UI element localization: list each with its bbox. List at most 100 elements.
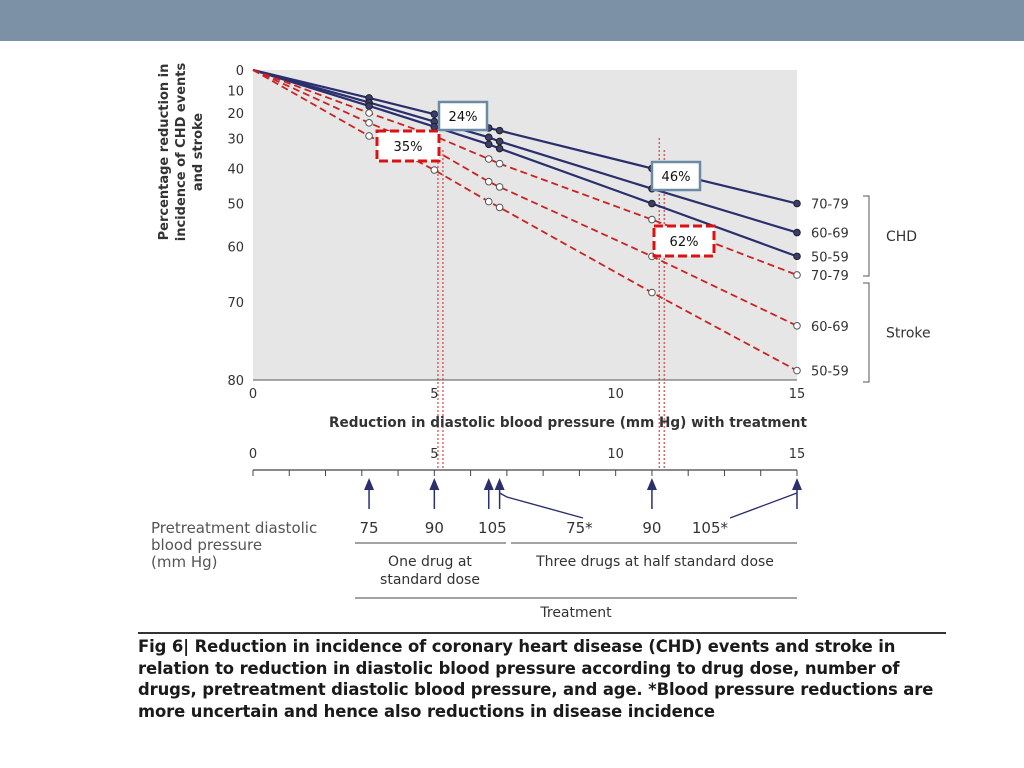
group1-label: One drug at [388, 554, 472, 570]
bp-arrow [646, 478, 657, 509]
callout-box-3 [652, 224, 716, 258]
connector-105star [729, 492, 798, 519]
series-end-label-stroke-70-79: 70-79 [811, 269, 849, 284]
caption-rule [138, 632, 946, 634]
markers-layer [365, 94, 801, 375]
y-tick-label: 30 [227, 133, 244, 148]
bp-arrow-head [483, 478, 494, 490]
chd-bracket [863, 195, 870, 277]
pretreatment-label-line: Pretreatment diastolic [151, 519, 317, 537]
pretreatment-value: 90 [642, 519, 661, 537]
data-point-chd-70-79-2 [430, 110, 439, 118]
data-point-stroke-50-59-6 [793, 366, 801, 375]
labels-layer: 70-79 60-69 50-59 70-79 60-69 50-59 CHD Stroke [811, 195, 931, 383]
figure-label: Fig 6| [138, 637, 190, 656]
connector-75star [499, 492, 584, 519]
x-axis-title: Reduction in diastolic blood pressure (m… [329, 415, 807, 431]
data-point-chd-50-59-5 [648, 199, 656, 208]
y-tick-label: 0 [236, 64, 244, 79]
y-axis-title-line: Percentage reduction in [157, 64, 172, 241]
pretreatment-value: 105* [692, 519, 729, 537]
data-point-stroke-50-59-5 [648, 288, 656, 297]
data-point-stroke-70-79-3 [484, 155, 493, 163]
data-point-stroke-50-59-3 [484, 197, 493, 206]
data-point-stroke-50-59-1 [365, 132, 373, 140]
y-tick-label: 60 [227, 240, 244, 255]
figure-caption: Fig 6| Reduction in incidence of coronar… [138, 636, 948, 722]
chd-group-label: CHD [886, 229, 917, 245]
series-end-label-chd-60-69: 60-69 [811, 227, 849, 242]
series-end-label-stroke-60-69: 60-69 [811, 320, 849, 335]
pretreatment-value: 75 [360, 519, 379, 537]
y-tick-label: 70 [227, 296, 244, 311]
data-point-chd-60-69-4 [495, 137, 504, 146]
data-point-chd-70-79-4 [495, 126, 504, 135]
bp-arrow-head [646, 478, 657, 490]
group2-label: Three drugs at half standard dose [535, 554, 774, 570]
pretreatment-value: 105 [478, 519, 507, 537]
callout-label-3: 62% [670, 235, 699, 250]
y-tick-label: 20 [227, 107, 244, 122]
y-axis-title-line: incidence of CHD events [174, 63, 189, 242]
pretreatment-value: 90 [425, 519, 444, 537]
y-axis-title-line: and stroke [191, 113, 206, 191]
stroke-bracket [863, 282, 870, 383]
data-point-stroke-60-69-4 [495, 183, 504, 191]
bottom-tick-label: 15 [789, 447, 806, 462]
data-point-stroke-70-79-4 [495, 159, 504, 168]
data-point-stroke-70-79-6 [793, 271, 801, 279]
data-point-chd-60-69-6 [793, 228, 801, 237]
data-point-chd-50-59-1 [365, 102, 373, 110]
bp-arrow-head [364, 478, 375, 490]
callout-box-2 [650, 160, 702, 192]
bp-arrow [429, 478, 440, 509]
data-point-chd-70-79-6 [793, 199, 801, 208]
callouts-layer: 24% 35% 46% 62% [375, 100, 716, 258]
bp-arrow-head [494, 478, 505, 490]
bp-arrow [364, 478, 375, 509]
y-tick-label: 80 [227, 374, 244, 389]
data-point-chd-50-59-4 [495, 144, 504, 153]
treatment-label: Treatment [539, 605, 612, 621]
data-point-chd-50-59-6 [793, 252, 801, 261]
bp-arrow [792, 478, 802, 509]
data-point-chd-60-69-3 [484, 133, 493, 142]
data-point-stroke-60-69-6 [793, 321, 801, 330]
axes-layer: 0 5 10 15 0 10 20 30 40 50 60 70 80 Reduction in dias… [157, 63, 807, 431]
data-point-stroke-60-69-3 [484, 177, 493, 186]
data-point-chd-50-59-3 [484, 140, 493, 149]
series-end-label-chd-70-79: 70-79 [811, 198, 849, 213]
bp-arrow [483, 478, 494, 509]
header-band [0, 0, 1024, 41]
group1-label: standard dose [380, 572, 480, 588]
callout-box-1 [375, 129, 441, 163]
pretreatment-label-line: (mm Hg) [151, 553, 218, 571]
y-tick-label: 10 [227, 84, 244, 99]
bottom-tick-label: 5 [430, 447, 438, 462]
pretreatment-label-line: blood pressure [151, 536, 262, 554]
y-tick-label: 50 [227, 198, 244, 213]
bp-arrow-head [429, 478, 440, 490]
x-tick-label: 15 [789, 387, 806, 402]
bp-arrow-head [792, 478, 802, 490]
x-tick-label: 0 [249, 387, 257, 402]
caption-text: Reduction in incidence of coronary heart… [138, 637, 934, 721]
data-point-stroke-70-79-1 [365, 109, 373, 117]
x-tick-label: 10 [607, 387, 624, 402]
y-tick-label: 40 [227, 162, 244, 177]
bottom-tick-label: 0 [249, 447, 257, 462]
callout-label-1: 35% [394, 140, 423, 155]
x-tick-label: 5 [430, 387, 438, 402]
pretreatment-value: 75* [566, 519, 593, 537]
stroke-group-label: Stroke [886, 326, 931, 342]
callout-box-0 [437, 100, 489, 132]
data-point-chd-50-59-2 [430, 122, 439, 131]
data-point-stroke-60-69-1 [365, 119, 373, 127]
series-end-label-stroke-50-59: 50-59 [811, 365, 849, 380]
callout-label-0: 24% [449, 110, 478, 125]
bp-arrow [494, 478, 505, 509]
bottom-tick-label: 10 [607, 447, 624, 462]
data-point-stroke-70-79-5 [648, 215, 656, 224]
